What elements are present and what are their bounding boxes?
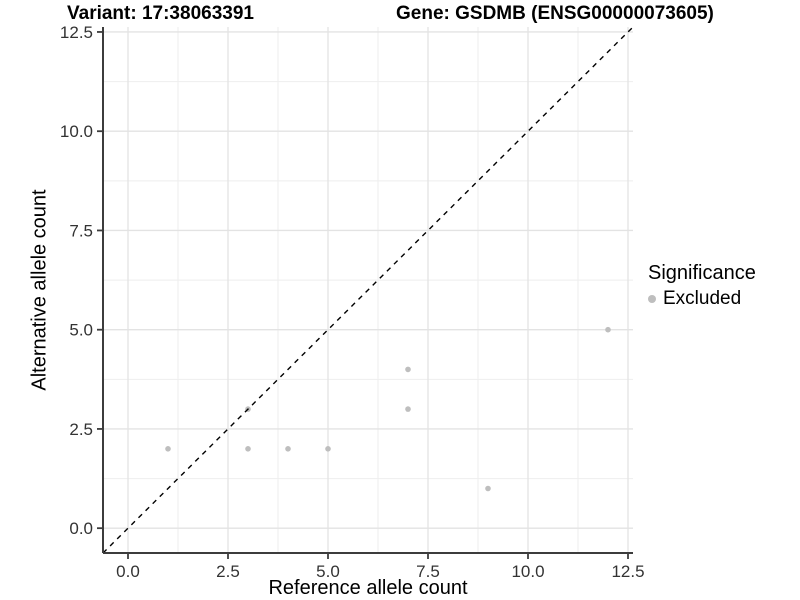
data-point xyxy=(165,445,171,452)
y-tick-label: 10.0 xyxy=(60,122,93,141)
x-tick-label: 7.5 xyxy=(416,562,440,581)
x-tick-label: 2.5 xyxy=(216,562,240,581)
y-tick-label: 12.5 xyxy=(60,23,93,42)
legend-items: Excluded xyxy=(648,288,756,310)
data-point xyxy=(485,485,491,492)
variant-title: Variant: 17:38063391 xyxy=(67,3,254,24)
x-tick-label: 0.0 xyxy=(116,562,140,581)
x-axis-label: Reference allele count xyxy=(268,577,468,599)
y-tick-label: 0.0 xyxy=(69,519,93,538)
legend-key-dot xyxy=(648,295,656,303)
y-tick-label: 2.5 xyxy=(69,420,93,439)
y-tick-label: 7.5 xyxy=(69,221,93,240)
data-point xyxy=(405,366,411,373)
x-tick-label: 10.0 xyxy=(511,562,544,581)
gene-title: Gene: GSDMB (ENSG00000073605) xyxy=(396,3,714,24)
data-point xyxy=(605,326,611,333)
legend: Significance Excluded xyxy=(648,262,756,310)
legend-item: Excluded xyxy=(648,288,756,310)
legend-title: Significance xyxy=(648,262,756,284)
data-point xyxy=(405,406,411,412)
x-tick-label: 12.5 xyxy=(611,562,644,581)
x-tick-label: 5.0 xyxy=(316,562,340,581)
data-point xyxy=(245,445,251,452)
y-tick-label: 5.0 xyxy=(69,321,93,340)
data-point xyxy=(285,445,291,452)
data-point xyxy=(325,445,331,452)
identity-line xyxy=(102,26,634,554)
y-axis-label: Alternative allele count xyxy=(28,189,51,391)
legend-item-label: Excluded xyxy=(663,288,742,309)
